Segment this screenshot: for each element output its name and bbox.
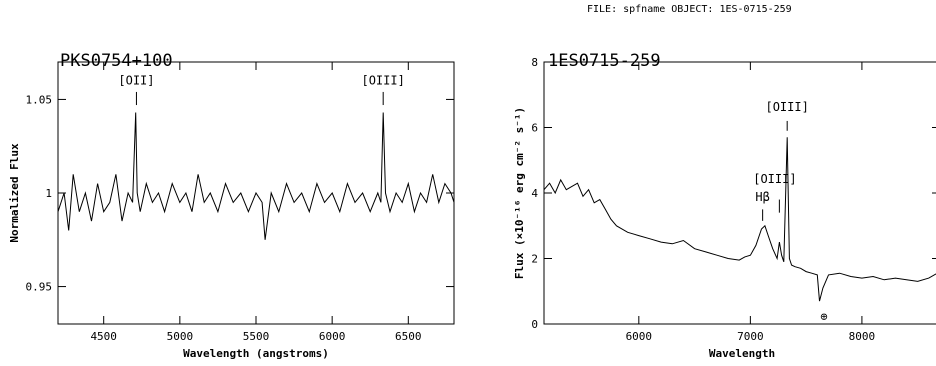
spectrum-line (57, 112, 455, 240)
chart-right-xlabel: Wavelength (709, 347, 775, 360)
line-label: [OII] (118, 73, 154, 87)
file-header: FILE: spfname OBJECT: 1ES-0715-259 (587, 4, 792, 15)
x-tick-label: 6000 (319, 330, 346, 343)
y-tick-label: 6 (531, 122, 538, 135)
y-tick-label: 0.95 (26, 281, 53, 294)
x-tick-label: 8000 (849, 330, 876, 343)
x-tick-label: 5000 (167, 330, 194, 343)
y-tick-label: 0 (531, 318, 538, 331)
line-label: [OIII] (753, 172, 796, 186)
chart-right-ylabel: Flux (×10⁻¹⁶ erg cm⁻² s⁻¹) (513, 107, 526, 279)
y-tick-label: 2 (531, 253, 538, 266)
chart-left-xlabel: Wavelength (angstroms) (183, 347, 329, 360)
chart-right-frame (543, 61, 936, 325)
y-tick-label: 4 (531, 187, 538, 200)
line-label: [OIII] (361, 73, 404, 87)
spectrum-line (543, 137, 936, 302)
telluric-symbol: ⊕ (820, 310, 827, 324)
x-tick-label: 5500 (243, 330, 270, 343)
chart-right: 1ES0715-259 6000 7000 8000 0 2 4 6 8 [OIII] [OII… (513, 51, 936, 360)
line-label: Hβ (755, 190, 769, 204)
y-tick-label: 8 (531, 56, 538, 69)
chart-right-title: 1ES0715-259 (548, 51, 661, 71)
x-tick-label: 4500 (90, 330, 117, 343)
x-tick-label: 7000 (737, 330, 764, 343)
x-tick-label: 6500 (395, 330, 422, 343)
chart-left: PKS0754+100 4500 5000 5500 6000 6500 0.95 1 1.0… (8, 51, 455, 360)
line-label: [OIII] (765, 100, 808, 114)
x-tick-label: 6000 (626, 330, 653, 343)
chart-left-ylabel: Normalized Flux (8, 143, 21, 243)
y-tick-label: 1.05 (26, 93, 53, 106)
y-tick-label: 1 (45, 187, 52, 200)
chart-left-title: PKS0754+100 (60, 51, 173, 71)
